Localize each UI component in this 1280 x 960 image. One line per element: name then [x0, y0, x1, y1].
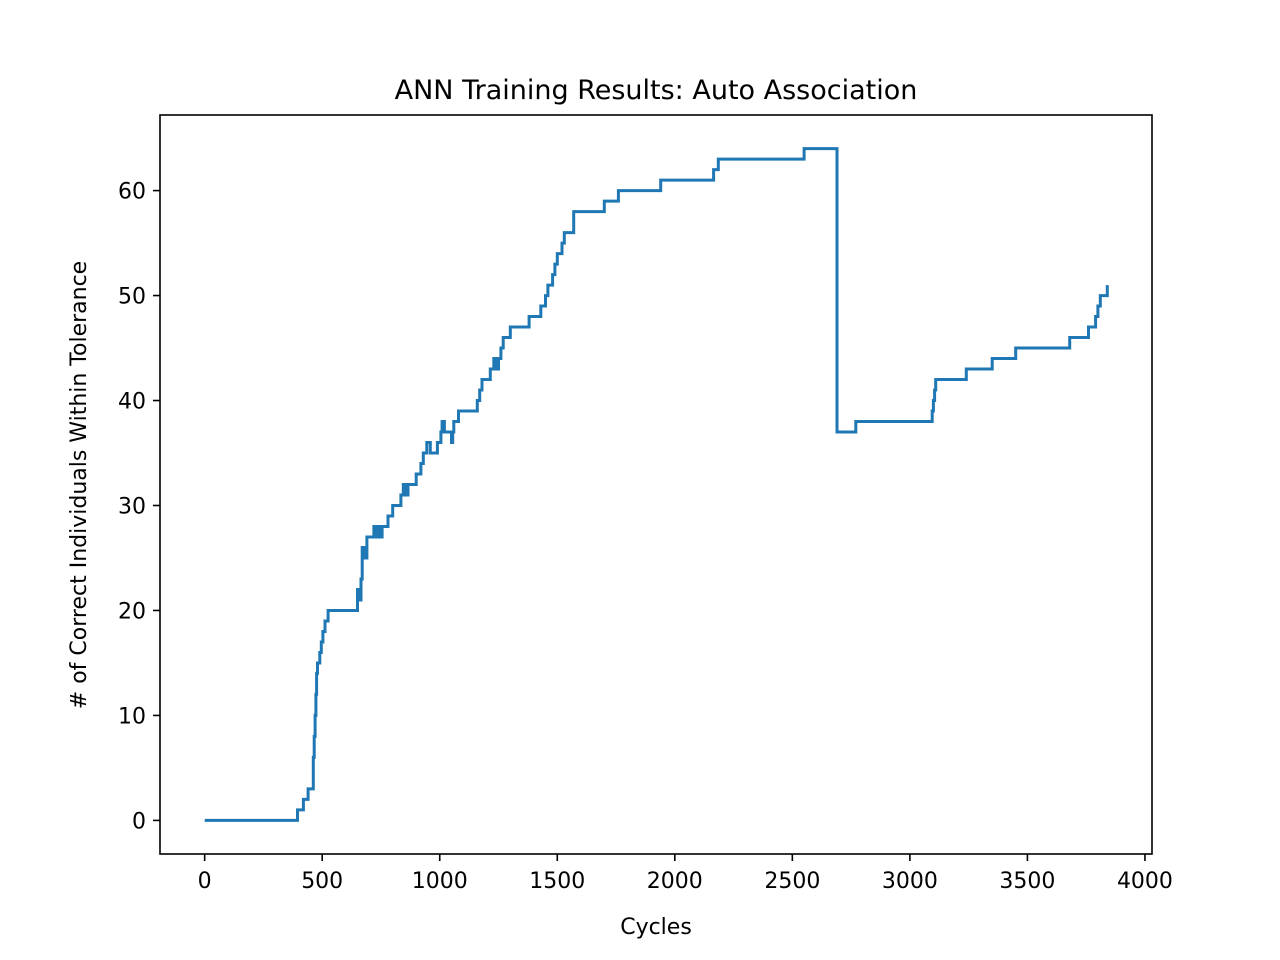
- x-tick-label: 3500: [999, 869, 1055, 894]
- y-tick-label: 60: [118, 180, 146, 205]
- x-axis: 0 500 1000 1500 2000 2500 3000 3500 4000: [198, 854, 1173, 894]
- x-tick-label: 2000: [647, 869, 703, 894]
- x-tick-label: 4000: [1117, 869, 1173, 894]
- x-tick-label: 3000: [882, 869, 938, 894]
- y-axis-title: # of Correct Individuals Within Toleranc…: [67, 261, 92, 709]
- y-axis: 0 10 20 30 40 50 60: [118, 180, 160, 834]
- y-tick-label: 50: [118, 285, 146, 310]
- x-tick-label: 2500: [764, 869, 820, 894]
- y-tick-label: 20: [118, 599, 146, 624]
- axes-frame: [159, 114, 1153, 855]
- x-axis-title: Cycles: [620, 915, 692, 940]
- y-tick-label: 10: [118, 704, 146, 729]
- plot-area: [204, 147, 1109, 822]
- chart-title: ANN Training Results: Auto Association: [395, 75, 918, 106]
- y-tick-label: 0: [132, 809, 146, 834]
- y-tick-label: 30: [118, 494, 146, 519]
- x-tick-label: 1500: [529, 869, 585, 894]
- x-tick-label: 1000: [412, 869, 468, 894]
- x-tick-label: 0: [198, 869, 212, 894]
- y-tick-label: 40: [118, 390, 146, 415]
- series-line: [204, 147, 1109, 822]
- x-tick-label: 500: [301, 869, 343, 894]
